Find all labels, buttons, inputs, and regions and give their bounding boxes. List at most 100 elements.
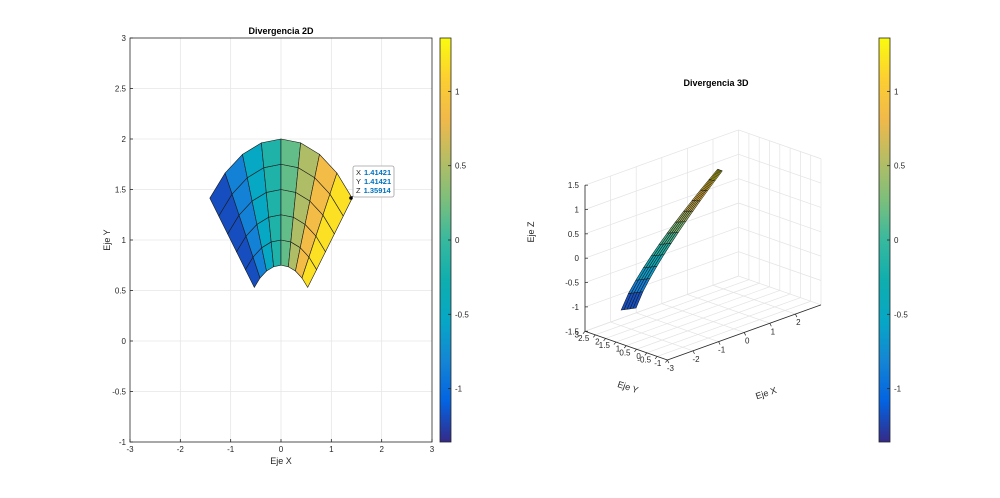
datatip-z-row: Z 1.35914 [356, 186, 392, 195]
x-axis-label-3d: Eje X [754, 385, 778, 401]
z-axis-label-3d: Eje Z [526, 221, 536, 243]
datatip-marker [349, 196, 353, 200]
y-tick-label: 3 [122, 34, 127, 43]
y-tick-mark [634, 349, 637, 352]
x-tick-label: 3 [430, 445, 435, 454]
colorbar-tick-label: 0.5 [455, 162, 467, 171]
grid-line [738, 129, 822, 160]
x-tick-label: -1 [227, 445, 235, 454]
x-tick-label: 1 [771, 327, 776, 336]
axes-3d-ticks: -3-2-1012-1-0.500.511.522.53-1.5-1-0.500… [565, 181, 801, 373]
y-axis-label-2d: Eje Y [102, 229, 112, 250]
grid-line [626, 290, 780, 346]
x-tick-mark [743, 332, 747, 336]
colorbar-tick-label: 0 [894, 236, 899, 245]
grid-line [584, 202, 739, 259]
z-tick-label: -1 [572, 303, 580, 312]
grid-line [595, 279, 750, 336]
y-tick-label: 1.5 [599, 341, 611, 350]
x-tick-mark [769, 323, 772, 327]
grid-line [584, 178, 739, 235]
axes-2d[interactable]: -3 -2 -1 0 1 2 3 -1 -0.5 0 0.5 1 1.5 2 2.5 3 Divergenci… [102, 26, 435, 466]
colorbar-tick-label: 0 [455, 236, 460, 245]
surface-cell [280, 138, 301, 169]
chart-title-2d: Divergencia 2D [248, 26, 314, 36]
grid-line [636, 293, 791, 350]
x-tick-label: 2 [379, 445, 384, 454]
y-tick-label: 3 [575, 330, 580, 339]
colorbar-3d-ticks: -1 -0.5 0 0.5 1 [887, 87, 908, 394]
x-tick-label: -1 [718, 346, 726, 355]
colorbar-tick-label: -1 [894, 385, 902, 394]
grid-line [738, 227, 822, 257]
colorbar-tick-label: -0.5 [894, 310, 908, 319]
z-tick-label: -0.5 [565, 279, 579, 288]
datatip-y-label: Y [356, 177, 361, 186]
y-tick-mark [665, 359, 668, 363]
grid-line [738, 251, 822, 281]
x-tick-label: -2 [177, 445, 185, 454]
grid-line [584, 129, 739, 186]
x-tick-mark [692, 350, 695, 355]
y-tick-label: 2.5 [115, 85, 127, 94]
y-tick-mark [613, 341, 617, 345]
y-tick-label: 0 [122, 337, 127, 346]
y-tick-label: 1.5 [115, 186, 127, 195]
y-tick-mark [654, 356, 658, 360]
x-tick-label: -3 [126, 445, 134, 454]
datatip[interactable]: X 1.41421 Y 1.41421 Z 1.35914 [349, 165, 395, 200]
surface-cell [263, 163, 282, 193]
x-tick-label: -3 [667, 364, 675, 373]
datatip-y-row: Y 1.41421 [356, 177, 391, 186]
y-tick-mark [593, 334, 596, 338]
y-tick-mark [582, 331, 586, 334]
y-tick-label: 2.5 [578, 334, 590, 343]
surface-cell [268, 214, 282, 243]
datatip-y-value: 1.41421 [364, 177, 391, 186]
y-tick-label: -0.5 [637, 355, 651, 364]
x-tick-label: 0 [745, 336, 750, 345]
grid-line [615, 286, 770, 343]
x-tick-mark [795, 313, 798, 318]
z-tick-label: -1.5 [565, 327, 579, 336]
colorbar-3d[interactable]: -1 -0.5 0 0.5 1 [878, 37, 908, 443]
surface-cell [280, 163, 299, 193]
y-tick-label: 0 [636, 352, 641, 361]
surface-cell [713, 170, 723, 182]
colorbar-2d[interactable]: -1 -0.5 0 0.5 1 [439, 37, 469, 443]
y-tick-label: 2 [122, 135, 127, 144]
z-tick-label: 0.5 [568, 230, 580, 239]
x-tick-mark [667, 359, 670, 364]
z-tick-label: 1 [575, 206, 580, 215]
axes-2d-ticks: -3 -2 -1 0 1 2 3 -1 -0.5 0 0.5 1 1.5 2 2.5 3 [112, 34, 435, 454]
y-tick-label: 0.5 [115, 287, 127, 296]
surface-cell [261, 138, 282, 169]
y-tick-label: -1 [119, 438, 127, 447]
grid-line [738, 202, 822, 233]
datatip-x-value: 1.41421 [364, 168, 391, 177]
y-tick-label: 0.5 [619, 348, 631, 357]
grid-line [738, 153, 822, 184]
axes-3d-grid [584, 129, 822, 361]
z-tick-label: 1.5 [568, 181, 580, 190]
y-tick-label: -0.5 [112, 388, 126, 397]
y-tick-mark [603, 338, 606, 342]
grid-line [738, 178, 822, 208]
grid-line [584, 275, 739, 332]
surface-2d[interactable] [209, 138, 353, 289]
axes-3d[interactable]: -3-2-1012-1-0.500.511.522.53-1.5-1-0.500… [526, 78, 822, 401]
colorbar-tick-label: 1 [455, 87, 460, 96]
x-tick-label: -2 [692, 355, 700, 364]
grid-line [584, 153, 739, 210]
datatip-z-value: 1.35914 [364, 186, 392, 195]
y-tick-label: 2 [595, 337, 600, 346]
surface-3d[interactable] [620, 168, 723, 311]
colorbar-tick-label: -1 [455, 385, 463, 394]
x-tick-label: 2 [796, 318, 801, 327]
z-tick-label: 0 [575, 254, 580, 263]
x-axis-label-2d: Eje X [270, 456, 292, 466]
x-tick-label: 1 [329, 445, 334, 454]
colorbar-tick-label: -0.5 [455, 310, 469, 319]
grid-line [584, 251, 739, 308]
